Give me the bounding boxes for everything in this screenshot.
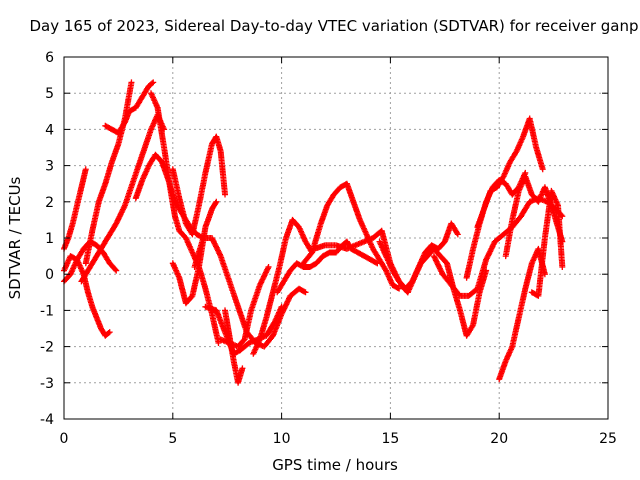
series-sat-q <box>300 180 403 292</box>
x-axis-ticks: 0 5 10 15 20 25 <box>60 57 617 447</box>
data-point-plus <box>102 79 157 136</box>
series-sat-z <box>528 187 566 299</box>
data-point-plus <box>250 216 316 357</box>
series-sat-f <box>102 79 157 136</box>
x-tick-label: 5 <box>168 431 177 447</box>
series-sat-i <box>169 133 229 238</box>
y-tick-label: 3 <box>45 159 54 175</box>
data-marks <box>61 79 566 386</box>
data-point-plus <box>474 115 546 231</box>
data-point-plus <box>398 245 490 339</box>
series-sat-n <box>217 263 272 350</box>
data-point-plus <box>61 166 89 252</box>
data-point-plus <box>217 263 272 350</box>
y-tick-label: 4 <box>45 122 54 138</box>
series-sat-a <box>61 253 113 339</box>
x-tick-label: 25 <box>599 431 617 447</box>
data-point-plus <box>169 133 229 238</box>
y-tick-label: -1 <box>40 303 54 319</box>
y-tick-label: 0 <box>45 267 54 283</box>
x-tick-label: 15 <box>381 431 399 447</box>
grid-lines <box>64 57 608 419</box>
y-tick-label: 5 <box>45 86 54 102</box>
y-tick-label: 6 <box>45 50 54 66</box>
data-point-plus <box>528 187 566 299</box>
series-sat-e <box>78 111 168 285</box>
y-tick-label: -2 <box>40 340 54 356</box>
x-tick-label: 0 <box>60 431 69 447</box>
data-point-plus <box>300 180 403 292</box>
data-point-plus <box>222 307 246 386</box>
x-tick-label: 10 <box>273 431 291 447</box>
y-tick-label: -4 <box>40 412 54 428</box>
data-point-plus <box>78 111 168 285</box>
y-axis-ticks: -4 -3 -2 -1 0 1 2 3 4 5 6 <box>40 50 608 428</box>
x-axis-label: GPS time / hours <box>272 456 398 474</box>
y-tick-label: 2 <box>45 195 54 211</box>
series-sat-t <box>398 245 490 339</box>
chart-title: Day 165 of 2023, Sidereal Day-to-day VTE… <box>29 17 638 35</box>
series-sat-o <box>250 216 316 357</box>
y-axis-label: SDTVAR / TECUs <box>6 176 24 299</box>
series-sat-w <box>474 115 546 231</box>
x-tick-label: 20 <box>490 431 508 447</box>
data-point-plus <box>61 253 113 339</box>
y-tick-label: 1 <box>45 231 54 247</box>
series-sat-m <box>222 307 246 386</box>
series-sat-b <box>61 166 89 252</box>
y-tick-label: -3 <box>40 376 54 392</box>
